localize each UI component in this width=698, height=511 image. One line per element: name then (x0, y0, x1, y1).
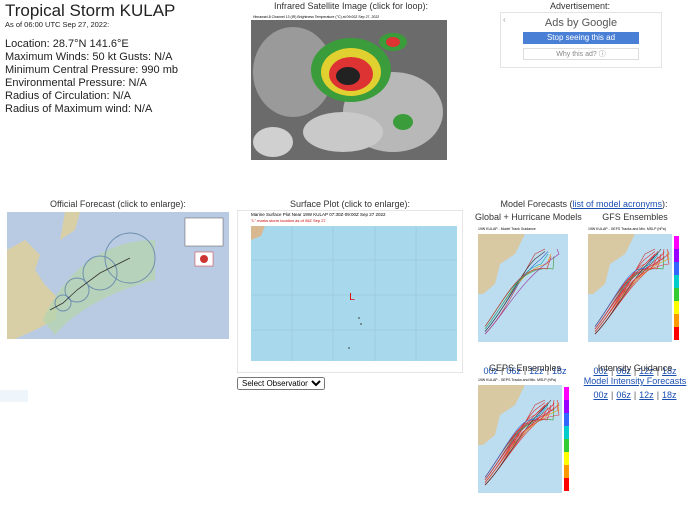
panel-title: Global + Hurricane Models (475, 212, 582, 222)
model-image[interactable]: 19W KULAP - GEPS Tracks and Min. MSLP (h… (475, 375, 571, 511)
info-line: Location: 28.7°N 141.6°E (5, 38, 129, 50)
caption: Surface Plot (click to enlarge): (289, 199, 411, 209)
plot-title: Marine Surface Plot Near 19W KULAP 07:30… (251, 212, 386, 217)
info-line: Radius of Circulation: N/A (5, 90, 131, 102)
track (484, 399, 552, 486)
ad-back[interactable]: ‹ (503, 15, 506, 24)
track (484, 251, 546, 332)
run-link[interactable]: 18z (552, 366, 567, 376)
scale (564, 387, 569, 400)
track (484, 256, 552, 327)
panel-title: GFS Ensembles (602, 212, 668, 222)
storm-marker: L (349, 292, 355, 303)
caption: Infrared Satellite Image (click for loop… (273, 1, 429, 11)
scale (564, 452, 569, 465)
scale (674, 327, 679, 340)
acronyms-link[interactable]: list of model acronyms (572, 199, 663, 209)
separator: | (633, 366, 637, 376)
models-caption: Model Forecasts (list of model acronyms)… (470, 199, 698, 209)
track (484, 402, 555, 483)
run-link[interactable]: 18z (662, 390, 677, 400)
storm-info: Location: 28.7°N 141.6°E Maximum Winds: 5… (5, 38, 178, 116)
ad-label: Advertisement: (549, 1, 611, 11)
run-links: 00z | 06z | 12z | 18z (585, 390, 685, 400)
satellite-image[interactable]: Himawari-8 Channel 13 (IR) Brightness Te… (243, 12, 459, 169)
observation-time-select[interactable]: Select Observation Time... (237, 377, 325, 390)
scale (674, 314, 679, 327)
caption: Official Forecast (click to enlarge): (50, 199, 186, 209)
page: {"header": {"title": "Tropical Storm KUL… (0, 1, 698, 493)
info-line: Environmental Pressure: N/A (5, 77, 147, 89)
stop-ad-button[interactable]: Stop seeing this ad (523, 32, 639, 44)
run-links: 00z | 06z | 12z | 18z (475, 366, 575, 376)
track (594, 253, 670, 330)
track (484, 407, 546, 478)
info-line: Maximum Winds: 50 kt Gusts: N/A (5, 51, 173, 63)
as-of: As of 06:00 UTC Sep 27, 2022: (5, 20, 110, 29)
run-link[interactable]: 00z (593, 366, 608, 376)
model-image[interactable]: 19W KULAP - GEFS Tracks and Min. MSLP (h… (585, 224, 681, 360)
scale (564, 478, 569, 491)
track (484, 253, 549, 330)
info-line: Radius of Maximum wind: N/A (5, 103, 153, 115)
run-link[interactable]: 12z (529, 366, 544, 376)
why-ad-button[interactable]: Why this ad? ⓘ (523, 48, 639, 60)
run-link[interactable]: 06z (616, 390, 631, 400)
separator: | (656, 390, 660, 400)
track (484, 404, 560, 481)
scale (674, 262, 679, 275)
ad-box: ‹ Ads by Google Stop seeing this ad Why … (500, 12, 662, 68)
track (594, 248, 662, 335)
official-forecast-image[interactable] (5, 210, 231, 341)
image-title: 19W KULAP - GEFS Tracks and Min. MSLP (h… (588, 227, 666, 231)
run-link[interactable]: 06z (506, 366, 521, 376)
land (588, 234, 635, 294)
plot-subtitle: "L" marks storm location as of 06Z Sep 2… (251, 218, 326, 223)
run-link[interactable]: 12z (639, 390, 654, 400)
scale (564, 439, 569, 452)
run-link[interactable]: 00z (483, 366, 498, 376)
image-title: Himawari-8 Channel 13 (IR) Brightness Te… (253, 15, 379, 19)
scale (674, 249, 679, 262)
info-line: Minimum Central Pressure: 990 mb (5, 64, 179, 76)
track (594, 256, 656, 327)
image-title: 19W KULAP - GEPS Tracks and Min. MSLP (h… (478, 378, 556, 382)
scale (674, 301, 679, 314)
scale (564, 465, 569, 478)
scale (564, 426, 569, 439)
separator: | (500, 366, 504, 376)
separator: | (523, 366, 527, 376)
scale (674, 236, 679, 249)
scale (564, 413, 569, 426)
caption-text: Model Forecasts ( (500, 199, 573, 209)
image-title: 19W KULAP - Model Track Guidance (478, 227, 536, 231)
land (478, 385, 525, 445)
intensity-link[interactable]: Model Intensity Forecasts (583, 376, 687, 386)
track (594, 251, 665, 332)
scale (674, 275, 679, 288)
run-link[interactable]: 00z (593, 390, 608, 400)
intensity-title: Intensity Guidance (597, 363, 673, 373)
model-image[interactable]: 19W KULAP - Model Track Guidance (475, 224, 571, 360)
track (484, 248, 560, 335)
scale (674, 288, 679, 301)
intensity-link-wrap: Model Intensity Forecasts (570, 376, 698, 386)
run-links: 00z | 06z | 12z | 18z (585, 366, 685, 376)
ad-brand: Ads by Google (544, 17, 618, 29)
separator: | (610, 390, 614, 400)
run-link[interactable]: 18z (662, 366, 677, 376)
separator: | (546, 366, 550, 376)
separator: | (656, 366, 660, 376)
storm-title: Tropical Storm KULAP (5, 1, 176, 20)
caption-text: ): (662, 199, 668, 209)
separator: | (633, 390, 637, 400)
widget (0, 390, 28, 402)
surface-plot-image[interactable]: Marine Surface Plot Near 19W KULAP 07:30… (237, 210, 463, 373)
run-link[interactable]: 06z (616, 366, 631, 376)
land (478, 234, 525, 294)
scale (564, 400, 569, 413)
run-link[interactable]: 12z (639, 366, 654, 376)
panel-title: GEPS Ensembles (488, 363, 562, 373)
separator: | (610, 366, 614, 376)
